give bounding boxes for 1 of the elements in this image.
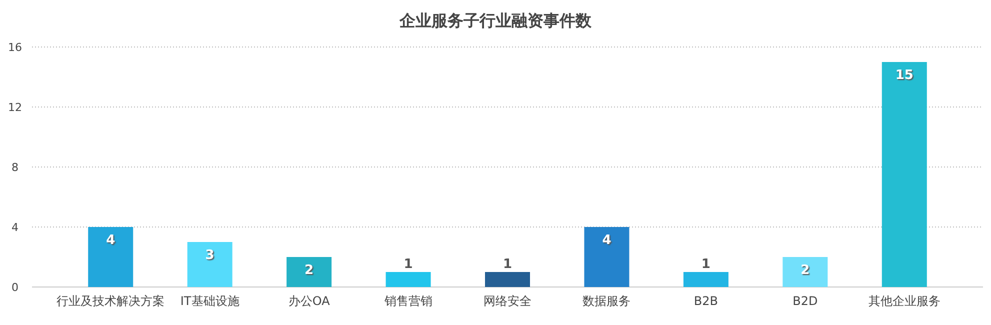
title: 企业服务子行业融资事件数 (400, 11, 592, 30)
